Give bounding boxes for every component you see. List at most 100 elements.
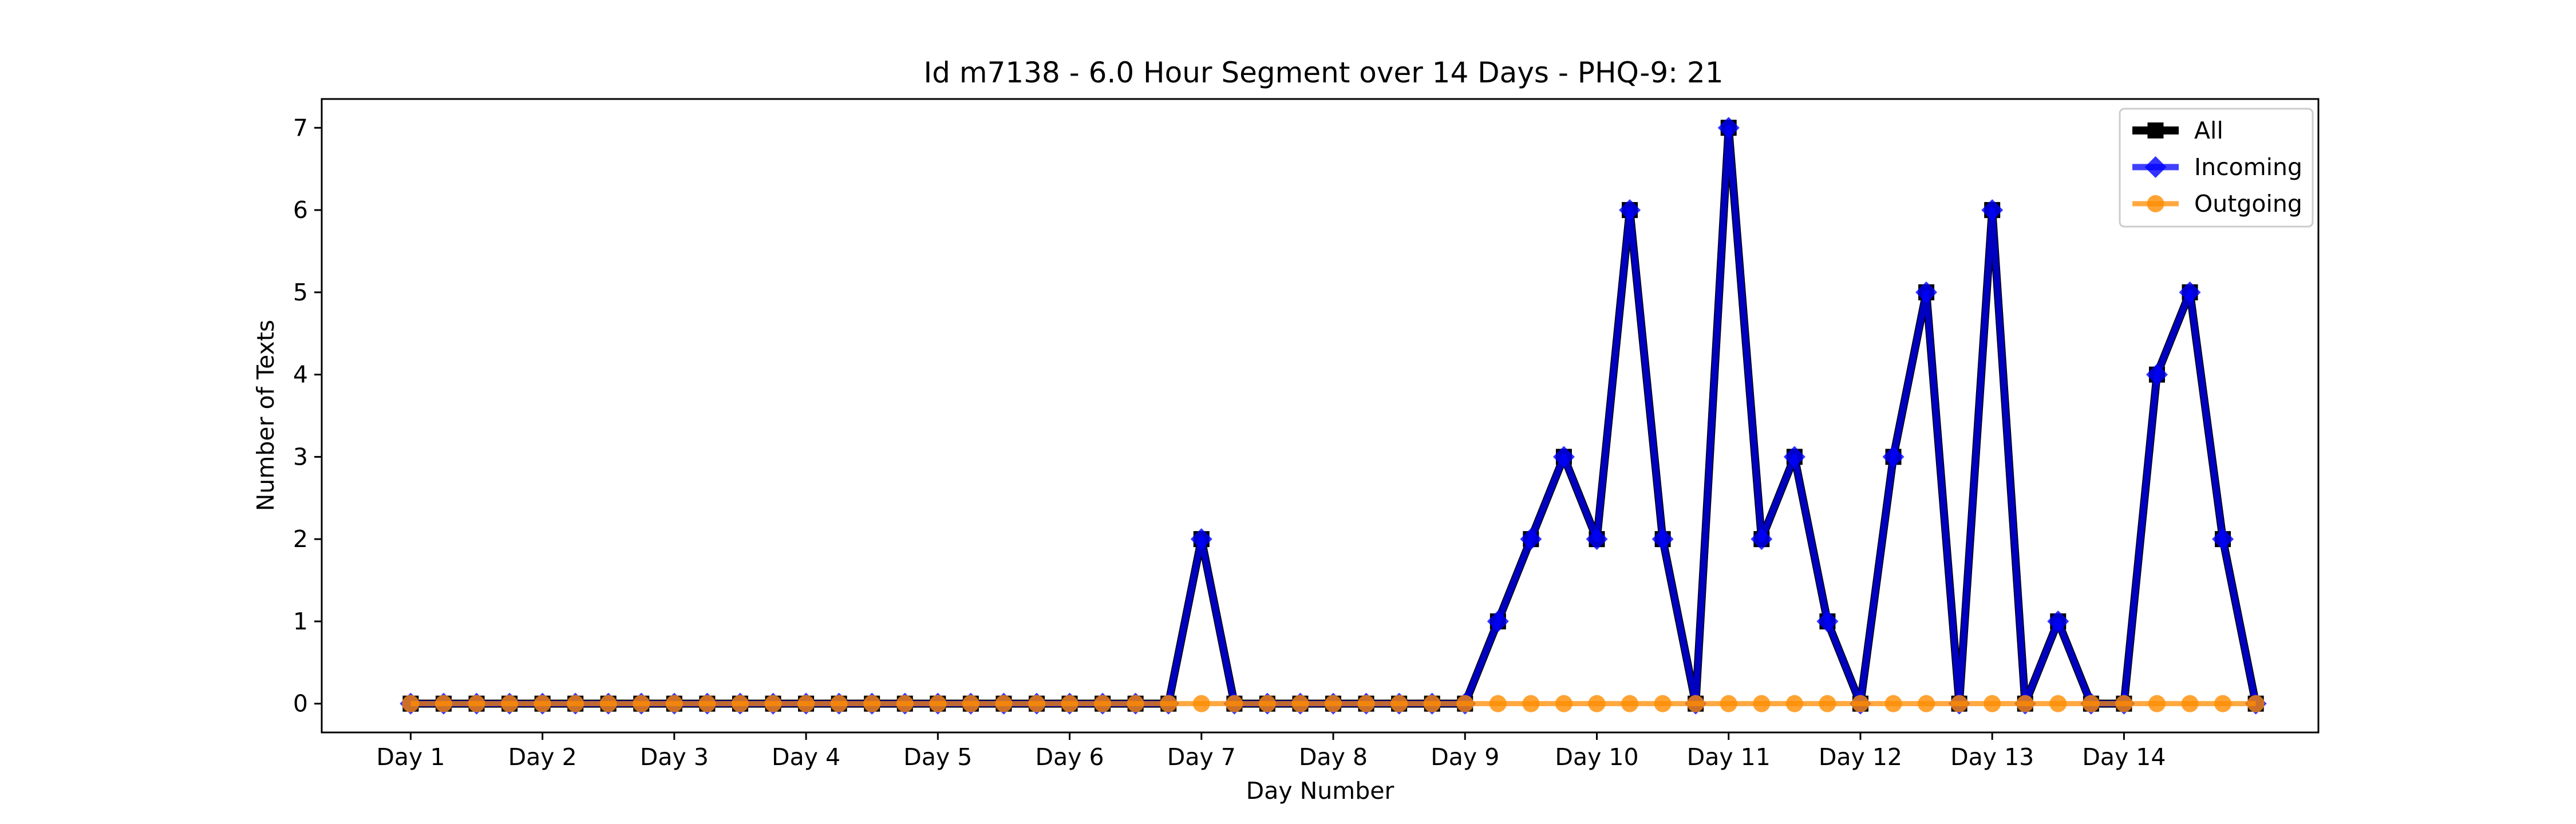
legend-marker <box>2144 156 2167 178</box>
data-point-incoming <box>1190 528 1212 550</box>
data-point-incoming <box>1783 446 1805 468</box>
x-tick-label: Day 5 <box>903 743 972 771</box>
data-point-outgoing <box>1654 695 1672 712</box>
data-point-incoming <box>1586 528 1608 550</box>
data-point-outgoing <box>1192 695 1210 712</box>
data-point-outgoing <box>1489 695 1507 712</box>
data-point-incoming <box>1619 199 1641 221</box>
data-point-outgoing <box>468 695 485 712</box>
data-point-outgoing <box>665 695 683 712</box>
data-point-outgoing <box>2247 695 2265 712</box>
data-point-outgoing <box>1357 695 1375 712</box>
data-point-outgoing <box>1456 695 1474 712</box>
data-point-outgoing <box>1226 695 1243 712</box>
legend-item-outgoing: Outgoing <box>2132 190 2302 217</box>
data-point-outgoing <box>1819 695 1836 712</box>
data-point-outgoing <box>1390 695 1408 712</box>
y-tick-label: 7 <box>293 114 308 141</box>
data-point-outgoing <box>2148 695 2166 712</box>
y-tick-label: 6 <box>293 196 308 224</box>
data-point-outgoing <box>1127 695 1144 712</box>
data-point-outgoing <box>797 695 815 712</box>
data-point-incoming <box>1915 281 1938 303</box>
data-point-outgoing <box>2115 695 2133 712</box>
x-tick-label: Day 4 <box>772 743 840 771</box>
data-point-outgoing <box>1785 695 1803 712</box>
data-point-outgoing <box>1720 695 1737 712</box>
x-tick-label: Day 1 <box>376 743 445 771</box>
data-point-outgoing <box>764 695 782 712</box>
data-point-incoming <box>1751 528 1773 550</box>
data-point-incoming <box>2146 363 2168 386</box>
y-tick-label: 5 <box>293 279 308 306</box>
data-point-outgoing <box>830 695 848 712</box>
data-point-incoming <box>1652 528 1674 550</box>
x-tick-label: Day 2 <box>508 743 577 771</box>
plot-frame <box>321 98 2320 734</box>
legend-label: All <box>2194 117 2223 144</box>
data-point-incoming <box>1816 610 1839 632</box>
data-point-incoming <box>2179 281 2201 303</box>
data-point-incoming <box>1717 117 1740 139</box>
data-point-outgoing <box>2181 695 2199 712</box>
legend: All Incoming Outgoing <box>2119 108 2314 228</box>
data-point-incoming <box>1487 610 1509 632</box>
data-point-incoming <box>1520 528 1542 550</box>
data-point-outgoing <box>633 695 650 712</box>
legend-item-incoming: Incoming <box>2132 153 2302 181</box>
data-point-outgoing <box>2214 695 2232 712</box>
legend-box <box>2119 108 2314 228</box>
x-tick-label: Day 9 <box>1431 743 1499 771</box>
series-outgoing <box>402 695 2265 712</box>
data-point-outgoing <box>1423 695 1441 712</box>
data-point-outgoing <box>1094 695 1112 712</box>
data-point-incoming <box>1882 446 1905 468</box>
data-point-outgoing <box>1291 695 1309 712</box>
y-tick-label: 3 <box>293 443 308 470</box>
data-point-incoming <box>1552 446 1575 468</box>
axes: 0 1 2 3 4 5 6 7 Day 1 Day 2 Day 3 Day 4 Day 5 Day 6 Da… <box>293 114 2166 771</box>
data-point-outgoing <box>896 695 914 712</box>
y-tick-label: 1 <box>293 608 308 635</box>
data-point-outgoing <box>698 695 716 712</box>
plot-area <box>400 117 2267 715</box>
data-point-outgoing <box>1753 695 1771 712</box>
data-point-outgoing <box>1621 695 1639 712</box>
data-point-outgoing <box>731 695 749 712</box>
legend-item-all: All <box>2132 117 2223 144</box>
data-point-outgoing <box>1028 695 1046 712</box>
data-point-incoming <box>2212 528 2234 550</box>
data-point-outgoing <box>599 695 617 712</box>
data-point-outgoing <box>2016 695 2034 712</box>
data-point-outgoing <box>1555 695 1573 712</box>
data-point-outgoing <box>929 695 947 712</box>
data-point-outgoing <box>501 695 519 712</box>
data-point-outgoing <box>1258 695 1276 712</box>
chart-title: Id m7138 - 6.0 Hour Segment over 14 Days… <box>923 56 1723 89</box>
data-point-outgoing <box>1851 695 1869 712</box>
y-tick-label: 2 <box>293 525 308 553</box>
data-point-outgoing <box>1687 695 1705 712</box>
x-tick-label: Day 8 <box>1299 743 1368 771</box>
data-point-outgoing <box>1950 695 1968 712</box>
data-point-outgoing <box>1984 695 2001 712</box>
data-point-outgoing <box>434 695 452 712</box>
data-point-outgoing <box>1160 695 1178 712</box>
x-tick-label: Day 3 <box>640 743 709 771</box>
data-point-outgoing <box>1522 695 1540 712</box>
x-tick-label: Day 6 <box>1036 743 1104 771</box>
data-point-outgoing <box>402 695 420 712</box>
data-point-outgoing <box>1884 695 1902 712</box>
data-point-outgoing <box>2082 695 2100 712</box>
legend-label: Incoming <box>2194 153 2302 181</box>
data-point-outgoing <box>1588 695 1606 712</box>
legend-marker <box>2147 195 2164 212</box>
data-point-outgoing <box>863 695 881 712</box>
x-tick-label: Day 10 <box>1555 743 1638 771</box>
y-tick-label: 0 <box>293 690 308 718</box>
data-point-incoming <box>2047 610 2069 632</box>
data-point-outgoing <box>962 695 979 712</box>
data-point-incoming <box>1981 199 2004 221</box>
x-tick-label: Day 13 <box>1950 743 2034 771</box>
